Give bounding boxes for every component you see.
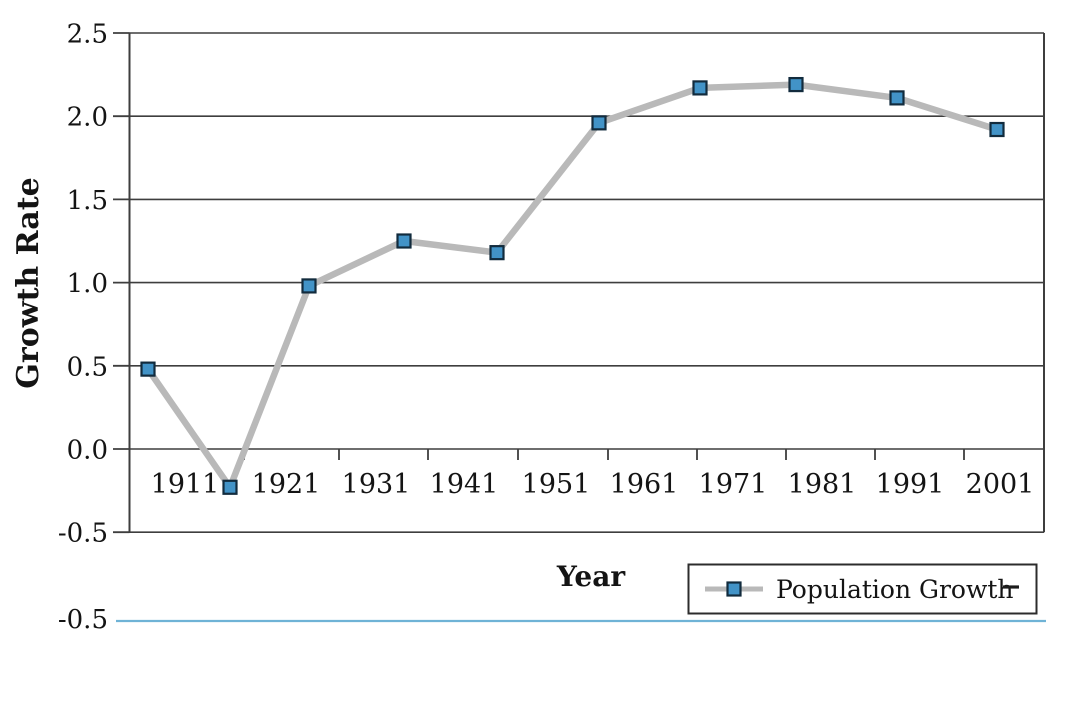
x-tick-marks — [243, 449, 965, 460]
x-tick-label-1961: 1961 — [610, 469, 679, 500]
series-line-population-growth — [144, 81, 1001, 491]
y-tick-label-2.0: 2.0 — [67, 103, 108, 133]
x-axis-title: Year — [556, 560, 627, 593]
data-point-marker-1981 — [788, 76, 804, 93]
y-tick-label-2.5: 2.5 — [67, 20, 108, 50]
legend-label: Population Growth — [776, 575, 1014, 604]
legend-marker-icon — [726, 581, 742, 597]
y-tick-label-1.5: 1.5 — [67, 186, 108, 216]
x-tick-label-1921: 1921 — [252, 469, 321, 500]
y-tick-label-0.0: 0.0 — [67, 436, 108, 466]
data-point-marker-1951 — [489, 245, 505, 261]
x-tick-label-1941: 1941 — [430, 469, 499, 500]
data-point-marker-1961 — [591, 115, 607, 131]
data-point-marker-1941 — [396, 233, 412, 249]
y-tick-label-1.0: 1.0 — [67, 269, 108, 299]
data-series — [140, 76, 1005, 495]
legend: Population Growth — [687, 563, 1038, 615]
stray-axis-label: -0.5 — [58, 605, 108, 635]
x-tick-label-2001: 2001 — [966, 469, 1035, 500]
x-tick-label-1911: 1911 — [151, 469, 220, 500]
y-tick-label--0.5: -0.5 — [58, 519, 108, 549]
data-point-marker-1931 — [301, 278, 317, 294]
x-tick-label-1981: 1981 — [788, 469, 857, 500]
y-axis-title: Growth Rate — [11, 177, 46, 388]
x-tick-label-1971: 1971 — [699, 469, 768, 500]
x-tick-label-1931: 1931 — [342, 469, 411, 500]
x-tick-labels: 1911 1921 1931 1941 1951 1961 1971 1981 1991 2001 — [151, 469, 1035, 500]
data-point-marker-1921 — [222, 479, 238, 495]
gridlines — [129, 32, 1044, 534]
data-point-marker-2001 — [989, 121, 1005, 138]
axes — [113, 32, 1045, 534]
x-tick-label-1991: 1991 — [876, 469, 945, 500]
y-tick-labels: 2.5 2.0 1.5 1.0 0.5 0.0 -0.5 — [58, 20, 108, 549]
y-tick-label-0.5: 0.5 — [67, 352, 108, 382]
data-point-marker-1971 — [692, 80, 708, 96]
x-tick-label-1951: 1951 — [522, 469, 591, 500]
data-point-marker-1911 — [140, 361, 156, 377]
data-point-marker-1991 — [889, 90, 905, 106]
